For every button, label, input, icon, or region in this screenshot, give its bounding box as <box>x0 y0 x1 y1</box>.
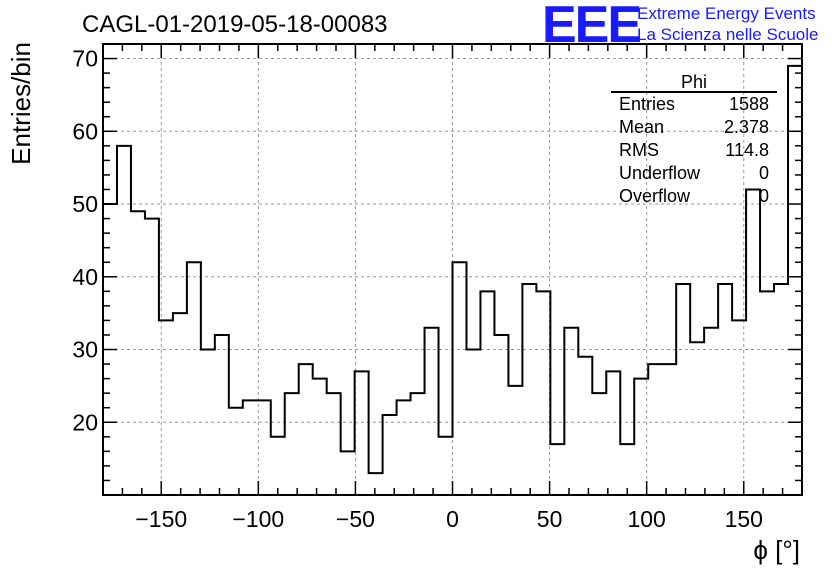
y-tick-label: 30 <box>72 337 98 363</box>
stats-label: Entries <box>619 94 675 114</box>
logo-line2: La Scienza nelle Scuole <box>637 25 818 44</box>
stats-label: Mean <box>619 117 664 137</box>
y-axis-title: Entries/bin <box>6 42 36 165</box>
stats-value: 0 <box>759 163 769 183</box>
stats-label: Overflow <box>619 186 691 206</box>
chart-title: CAGL-01-2019-05-18-00083 <box>82 11 388 38</box>
x-tick-labels: −150 −100 −50 0 50 100 150 <box>135 506 763 532</box>
eee-logo: EEE Extreme Energy Events La Scienza nel… <box>542 0 818 54</box>
x-tick-label: 50 <box>537 506 563 532</box>
x-tick-label: 0 <box>446 506 459 532</box>
stats-value: 114.8 <box>725 140 769 160</box>
stats-value: 2.378 <box>724 117 769 137</box>
x-tick-label: −150 <box>135 506 187 532</box>
stats-value: 1588 <box>729 94 769 114</box>
stats-box: Phi Entries 1588 Mean 2.378 RMS 114.8 Underflo… <box>611 72 777 206</box>
x-tick-label: 100 <box>627 506 665 532</box>
y-tick-labels: 20 30 40 50 60 70 <box>72 46 98 436</box>
stats-label: RMS <box>619 140 659 160</box>
y-tick-label: 50 <box>72 191 98 217</box>
y-tick-label: 40 <box>72 264 98 290</box>
stats-label: Underflow <box>619 163 701 183</box>
y-tick-label: 70 <box>72 46 98 72</box>
logo-line1: Extreme Energy Events <box>637 4 816 23</box>
stats-name: Phi <box>681 72 707 92</box>
histogram-series <box>103 64 802 475</box>
stats-value: 0 <box>759 186 769 206</box>
logo-mark: EEE <box>542 0 640 54</box>
x-tick-label: −100 <box>232 506 284 532</box>
x-tick-label: 150 <box>725 506 763 532</box>
y-tick-label: 20 <box>72 409 98 435</box>
y-tick-label: 60 <box>72 118 98 144</box>
x-axis-title: ϕ [°] <box>753 535 800 565</box>
axis-ticks <box>102 43 803 495</box>
x-tick-label: −50 <box>336 506 375 532</box>
